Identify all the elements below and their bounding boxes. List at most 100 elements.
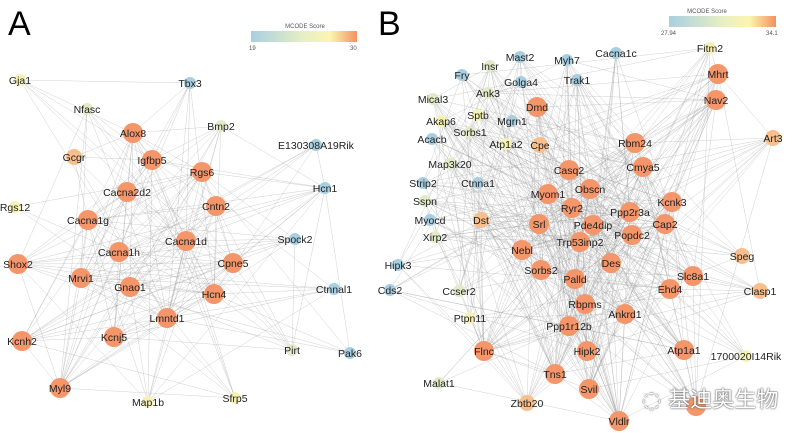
node-circle[interactable] <box>683 266 703 286</box>
panel-b-node[interactable]: Sptb <box>467 109 489 122</box>
panel-b-node[interactable]: Ankrd1 <box>608 304 642 324</box>
panel-a-node[interactable]: Rgs6 <box>190 162 215 182</box>
node-circle[interactable] <box>444 158 456 170</box>
node-circle[interactable] <box>142 150 162 170</box>
panel-b-node[interactable]: Speg <box>730 248 755 264</box>
node-circle[interactable] <box>538 184 558 204</box>
panel-a-node[interactable]: Cacna1h <box>98 242 140 262</box>
node-circle[interactable] <box>529 214 549 234</box>
panel-b-node[interactable]: Palld <box>563 269 587 289</box>
panel-b-node[interactable]: Strip2 <box>409 177 437 190</box>
panel-b-node[interactable] <box>686 396 706 416</box>
node-circle[interactable] <box>435 115 447 127</box>
node-circle[interactable] <box>752 283 768 299</box>
node-circle[interactable] <box>662 192 682 212</box>
node-circle[interactable] <box>417 177 429 189</box>
panel-a-node[interactable]: Bmp2 <box>207 120 235 133</box>
panel-b-node[interactable]: Ank3 <box>476 87 500 100</box>
node-circle[interactable] <box>571 74 583 86</box>
node-circle[interactable] <box>229 392 241 404</box>
panel-b-node[interactable]: Myocd <box>415 214 446 227</box>
panel-b-node[interactable]: Cacna1c <box>595 47 637 60</box>
node-circle[interactable] <box>532 137 548 153</box>
node-circle[interactable] <box>565 269 585 289</box>
node-circle[interactable] <box>109 242 129 262</box>
panel-b-node[interactable]: Cds2 <box>378 284 403 297</box>
panel-a-node[interactable]: Hcn1 <box>313 182 338 195</box>
node-circle[interactable] <box>706 90 726 110</box>
node-circle[interactable] <box>482 87 494 99</box>
node-circle[interactable] <box>514 51 526 63</box>
node-circle[interactable] <box>734 248 750 264</box>
panel-a-node[interactable]: Ctnnal1 <box>316 283 352 296</box>
node-circle[interactable] <box>176 231 196 251</box>
panel-b-node[interactable]: Nav2 <box>704 90 729 110</box>
node-circle[interactable] <box>456 69 468 81</box>
panel-b-node[interactable]: Sspn <box>413 195 437 208</box>
panel-a-node[interactable]: Lmntd1 <box>149 308 185 328</box>
panel-b-node[interactable]: Flnc <box>474 341 494 361</box>
node-circle[interactable] <box>123 123 143 143</box>
panel-a-node[interactable]: Mrvi1 <box>68 268 94 288</box>
panel-b-node[interactable]: Trak1 <box>564 74 591 87</box>
node-circle[interactable] <box>633 157 653 177</box>
panel-a-node[interactable]: Gcgr <box>63 149 86 165</box>
node-circle[interactable] <box>575 294 595 314</box>
panel-b-node[interactable]: Dmd <box>526 97 548 117</box>
node-circle[interactable] <box>765 130 781 146</box>
panel-a-node[interactable]: Spock2 <box>277 233 313 246</box>
panel-b-node[interactable]: Ryr2 <box>561 198 583 218</box>
node-circle[interactable] <box>310 139 322 151</box>
panel-b-node[interactable]: Atp1a1 <box>667 340 701 360</box>
panel-a-node[interactable]: Alox8 <box>120 123 146 143</box>
panel-a-node[interactable]: Hcn4 <box>202 284 227 304</box>
node-circle[interactable] <box>204 284 224 304</box>
node-circle[interactable] <box>531 260 551 280</box>
node-circle[interactable] <box>192 162 212 182</box>
node-circle[interactable] <box>527 97 547 117</box>
panel-a-node[interactable]: Igfbp5 <box>137 150 167 170</box>
node-circle[interactable] <box>506 115 518 127</box>
panel-b-node[interactable]: Des <box>601 253 621 273</box>
panel-a-node[interactable]: Sfrp5 <box>222 392 248 405</box>
node-circle[interactable] <box>620 202 640 222</box>
node-circle[interactable] <box>286 344 298 356</box>
node-circle[interactable] <box>686 396 706 416</box>
node-circle[interactable] <box>328 283 340 295</box>
node-circle[interactable] <box>433 377 445 389</box>
node-circle[interactable] <box>655 214 675 234</box>
node-circle[interactable] <box>392 259 404 271</box>
panel-a-node[interactable]: Gnao1 <box>114 277 146 297</box>
node-circle[interactable] <box>206 196 226 216</box>
node-circle[interactable] <box>319 182 331 194</box>
panel-b-node[interactable]: Mhrt <box>708 64 729 84</box>
panel-b-node[interactable]: Acacb <box>417 133 447 146</box>
node-circle[interactable] <box>14 74 26 86</box>
panel-b-node[interactable]: Tns1 <box>543 364 567 384</box>
node-circle[interactable] <box>583 215 603 235</box>
node-circle[interactable] <box>625 133 645 153</box>
panel-b-node[interactable]: Clasp1 <box>744 283 777 299</box>
node-circle[interactable] <box>8 254 28 274</box>
node-circle[interactable] <box>512 240 532 260</box>
panel-a-node[interactable]: Kcnj5 <box>101 327 127 347</box>
node-circle[interactable] <box>579 379 599 399</box>
panel-b-node[interactable]: Dst <box>473 212 489 228</box>
panel-b-node[interactable]: Kcnk3 <box>657 192 687 212</box>
panel-b-node[interactable]: Mical3 <box>418 93 449 106</box>
panel-a-node[interactable]: E130308A19Rik <box>278 139 355 152</box>
node-circle[interactable] <box>622 225 642 245</box>
node-circle[interactable] <box>610 47 622 59</box>
node-circle[interactable] <box>453 285 465 297</box>
panel-b-node[interactable]: Casq2 <box>554 160 585 180</box>
node-circle[interactable] <box>419 195 431 207</box>
panel-a-node[interactable]: Cacna1d <box>165 231 207 251</box>
panel-a-node[interactable]: Cacna2d2 <box>103 182 151 202</box>
panel-b-node[interactable]: Akap6 <box>426 115 456 128</box>
panel-b-node[interactable]: Cmya5 <box>626 157 660 177</box>
node-circle[interactable] <box>559 316 579 336</box>
node-circle[interactable] <box>562 198 582 218</box>
node-circle[interactable] <box>473 212 489 228</box>
panel-b-node[interactable]: Cap2 <box>652 214 678 234</box>
panel-b-node[interactable]: Atp1a2 <box>489 138 523 151</box>
